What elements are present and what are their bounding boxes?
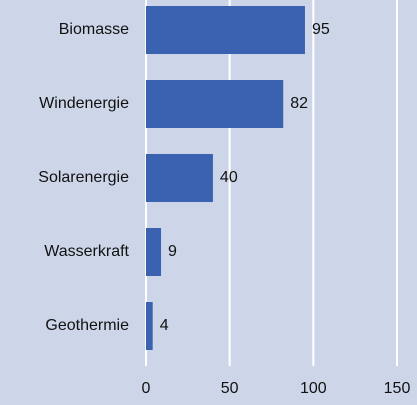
data-label: 82: [290, 95, 308, 112]
bar: [146, 302, 153, 350]
data-label: 9: [168, 243, 177, 260]
y-tick-label: Solarenergie: [38, 169, 129, 186]
x-tick-label: 50: [221, 380, 239, 397]
y-tick-label: Windenergie: [39, 95, 129, 112]
x-tick-label: 150: [384, 380, 411, 397]
x-tick-label: 100: [300, 380, 327, 397]
data-label: 40: [220, 169, 238, 186]
x-tick-label: 0: [142, 380, 151, 397]
y-tick-label: Geothermie: [45, 317, 129, 334]
bar: [146, 228, 162, 276]
data-label: 4: [160, 317, 169, 334]
y-tick-label: Wasserkraft: [44, 243, 129, 260]
bar: [146, 80, 284, 128]
bar: [146, 154, 213, 202]
bar: [146, 6, 305, 54]
data-label: 95: [312, 21, 330, 38]
y-tick-label: Biomasse: [59, 21, 129, 38]
